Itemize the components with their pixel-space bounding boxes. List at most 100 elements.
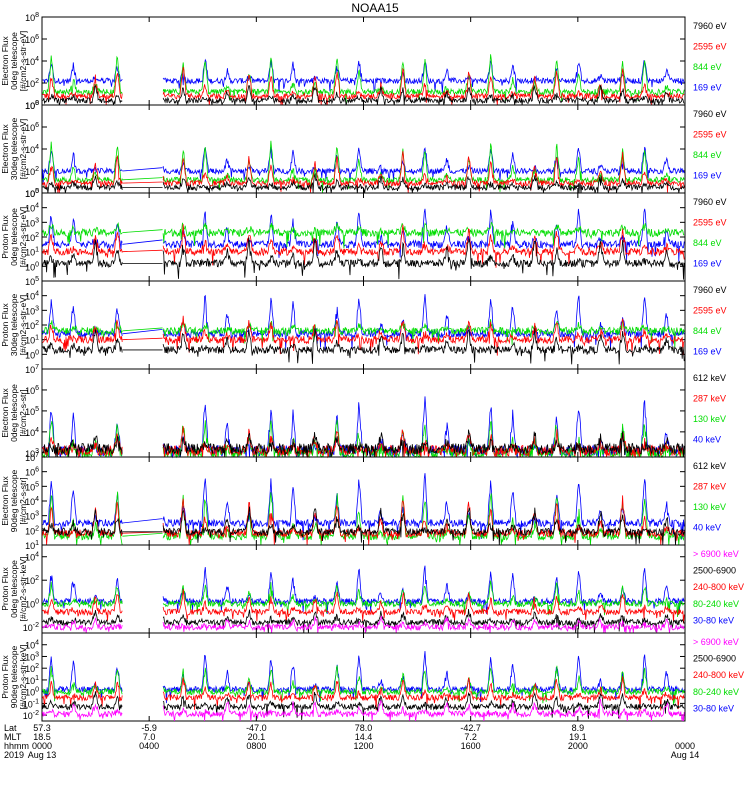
series-40-kev <box>42 473 685 541</box>
y-tick-exponent: 1 <box>35 247 39 254</box>
y-tick-exponent: 6 <box>35 385 39 392</box>
legend-item: 844 eV <box>693 150 722 160</box>
y-tick-exponent: 4 <box>35 144 39 151</box>
y-tick-exponent: 6 <box>35 467 39 474</box>
y-tick-label: 105 <box>25 276 39 287</box>
y-tick-label: 103 <box>25 511 39 522</box>
y-axis-label-line: [#/cm2-s-str-eV] <box>18 295 28 355</box>
y-tick-label: 100 <box>25 188 39 199</box>
y-tick-label: 103 <box>25 217 39 228</box>
y-tick-exponent: 2 <box>35 320 39 327</box>
y-tick-exponent: 3 <box>35 651 39 658</box>
series-2595-ev <box>42 315 685 356</box>
y-axis-label-line: Electron Flux <box>0 387 10 437</box>
x-tick-lat: 8.9 <box>572 723 585 733</box>
gap-link-0 <box>122 167 163 172</box>
gap-link-1 <box>122 229 163 233</box>
y-axis-label-line: Proton Flux <box>0 215 10 259</box>
legend-item: 30-80 keV <box>693 703 734 713</box>
y-tick-label: 102 <box>25 78 39 89</box>
y-tick-exponent: 8 <box>35 12 39 19</box>
x-tick-lat: -42.7 <box>460 723 481 733</box>
legend-item: 169 eV <box>693 82 722 92</box>
panel-meped-electron-90deg: 101 102 103 104 105 106 107 MEPEDElectron Flux9… <box>0 452 726 551</box>
y-axis-label-line: [#/cm2-s-str] <box>18 477 28 524</box>
y-tick-exponent: 4 <box>35 640 39 647</box>
series-2500-6900 <box>42 608 685 634</box>
y-tick-label: 104 <box>25 427 39 438</box>
y-tick-exponent: 6 <box>35 122 39 129</box>
y-axis-label-line: Proton Flux <box>0 567 10 611</box>
y-axis-label-line: Proton Flux <box>0 655 10 699</box>
y-tick-label: 103 <box>25 448 39 459</box>
y-axis-label-line: 0deg telescope <box>9 560 19 618</box>
x-row-label: Lat <box>4 723 17 733</box>
y-tick-exponent: 5 <box>35 406 39 413</box>
y-axis-label-line: TED <box>0 53 1 70</box>
legend-item: 169 eV <box>693 346 722 356</box>
y-axis-label-line: 0deg telescope <box>9 208 19 266</box>
y-axis-label-line: MEPED <box>0 398 1 428</box>
y-axis-label-line: 90deg telescope <box>9 646 19 709</box>
y-tick-label: 101 <box>25 247 39 258</box>
y-axis-label-line: 90deg telescope <box>9 470 19 533</box>
legend-item: 2595 eV <box>693 41 727 51</box>
y-tick-label: 102 <box>25 232 39 243</box>
panel-meped-proton-90deg: 10-210-1100101102103104MEPEDProton Flux9… <box>0 632 744 722</box>
series-612-kev <box>42 506 685 546</box>
x-tick-date: Aug 14 <box>671 750 700 760</box>
y-tick-exponent: 4 <box>35 203 39 210</box>
x-row-label: MLT <box>4 732 22 742</box>
y-axis-label-line: MEPED <box>0 486 1 516</box>
series-169-ev <box>42 208 685 262</box>
y-tick-label: 104 <box>25 56 39 67</box>
y-axis-label-line: Electron Flux <box>0 123 10 173</box>
gap-link-0 <box>122 329 163 335</box>
y-axis-label-line: 0deg telescope <box>9 384 19 442</box>
x-tick-hhmm: 1600 <box>461 741 481 751</box>
legend-item: 130 keV <box>693 502 726 512</box>
y-tick-label: 10-1 <box>23 698 39 709</box>
legend-item: 2595 eV <box>693 305 727 315</box>
y-tick-label: 104 <box>25 552 39 563</box>
chart-title: NOAA15 <box>351 1 399 15</box>
panel-frame <box>41 368 686 458</box>
legend-item: 844 eV <box>693 238 722 248</box>
y-tick-exponent: 3 <box>35 217 39 224</box>
y-axis-label-line: Electron Flux <box>0 35 10 85</box>
y-tick-exponent: 5 <box>35 188 39 195</box>
x-row-label: 2019 <box>4 750 24 760</box>
legend-item: 169 eV <box>693 258 722 268</box>
y-tick-exponent: 6 <box>35 34 39 41</box>
y-tick-label: 102 <box>25 663 39 674</box>
legend-item: 844 eV <box>693 326 722 336</box>
y-tick-exponent: 5 <box>35 481 39 488</box>
series--6900-kev <box>42 698 685 722</box>
y-tick-label: 102 <box>25 320 39 331</box>
y-axis-label-line: [#/cm2-s-str-keV] <box>18 557 28 622</box>
y-tick-label: 104 <box>25 640 39 651</box>
y-axis-label-line: [#/cm2-s-str] <box>18 389 28 436</box>
y-axis-label-line: 0deg telescope <box>9 32 19 90</box>
y-tick-exponent: 2 <box>35 663 39 670</box>
y-tick-exponent: 2 <box>35 575 39 582</box>
x-tick-hhmm: 0000 <box>675 741 695 751</box>
y-tick-exponent: 0 <box>35 100 39 107</box>
y-tick-exponent: 7 <box>35 452 39 459</box>
legend-item: 80-240 keV <box>693 599 739 609</box>
series-844-ev <box>42 140 685 193</box>
y-axis-label-line: MEPED <box>0 662 1 692</box>
y-tick-exponent: 1 <box>35 675 39 682</box>
y-tick-exponent: 4 <box>35 496 39 503</box>
